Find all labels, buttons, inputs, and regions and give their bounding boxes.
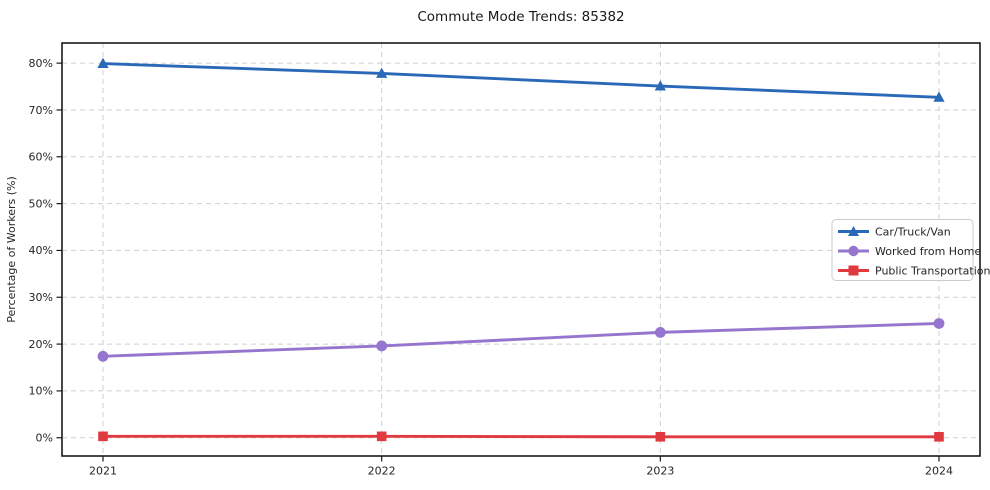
square-marker-icon [98,431,108,442]
gridlines [62,43,980,456]
legend-label: Public Transportation [875,265,990,278]
legend-entry-car-truck-van: Car/Truck/Van [838,226,951,239]
x-tick-label: 2024 [925,465,953,478]
y-tick-label: 60% [29,151,53,164]
x-tick-label: 2022 [368,465,396,478]
series-line [101,62,941,99]
square-marker-icon [934,432,944,442]
y-tick-label: 0% [36,432,53,445]
y-tick-label: 20% [29,338,53,351]
series-line [101,322,941,358]
x-tick-label: 2021 [89,465,117,478]
legend-entry-worked-from-home: Worked from Home [838,245,982,258]
x-tick-label: 2023 [646,465,674,478]
series-plot [97,57,945,442]
circle-marker-icon [376,340,388,352]
legend-box [831,219,974,281]
square-marker-icon [655,432,666,442]
y-tick-label: 40% [29,244,53,257]
y-tick-label: 70% [29,104,53,117]
legend-label: Car/Truck/Van [875,226,951,239]
triangle-marker-icon [654,80,666,91]
chart-title: Commute Mode Trends: 85382 [417,9,624,25]
axis-ticks: 0% 10% 20% 30% 40% 50% 60% 70% 80% 2021 2022 2023 20… [29,57,953,478]
triangle-marker-icon [933,91,945,102]
y-tick-label: 80% [29,57,53,70]
y-tick-label: 10% [29,385,53,398]
triangle-marker-icon [848,226,859,236]
triangle-marker-icon [97,57,109,69]
legend-entry-public-transportation: Public Transportation [838,265,990,278]
circle-marker-icon [654,326,666,338]
square-marker-icon [376,431,387,442]
y-tick-label: 30% [29,291,53,304]
legend-label: Worked from Home [875,245,982,258]
square-marker-icon [848,265,859,276]
y-axis-label: Percentage of Workers (%) [5,176,18,323]
plot-border [61,42,981,457]
circle-marker-icon [933,318,945,329]
circle-marker-icon [848,245,859,257]
legend: Car/Truck/Van Worked from Home Public Tr… [831,219,990,281]
y-tick-label: 50% [29,197,53,210]
triangle-marker-icon [376,67,388,78]
circle-marker-icon [97,350,109,362]
